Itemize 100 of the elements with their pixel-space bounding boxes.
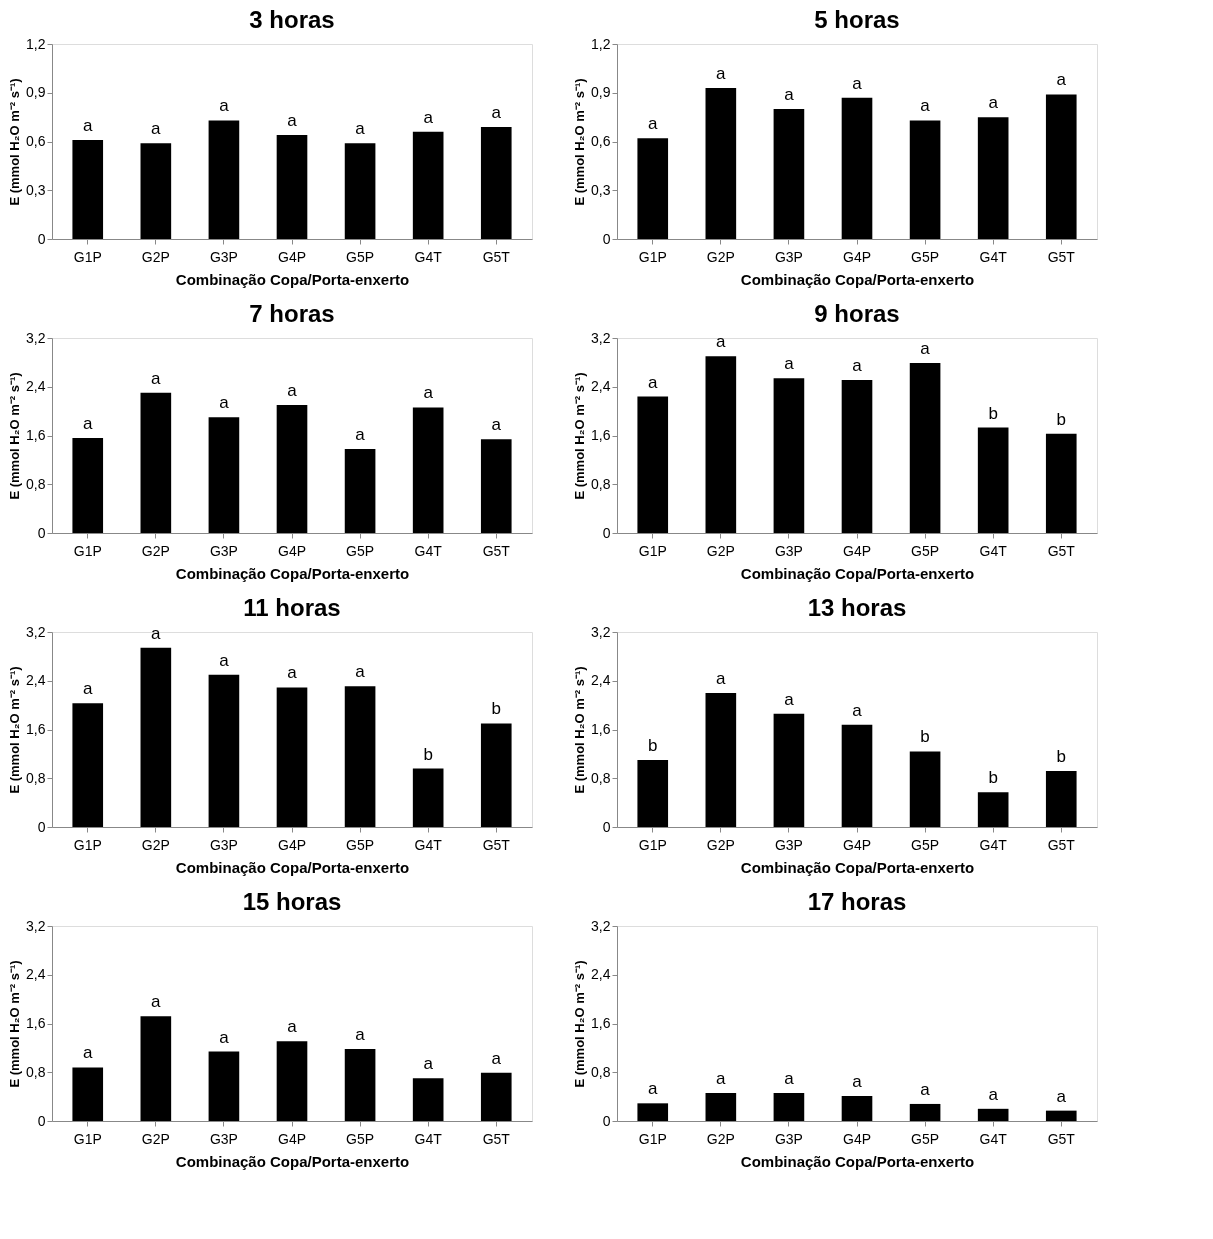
annotation: b <box>988 403 998 423</box>
annotation: a <box>287 1017 298 1037</box>
y-tick-label: 0 <box>602 818 611 835</box>
annotation: a <box>287 663 298 683</box>
y-axis-title: E (mmol H₂O m⁻² s⁻¹) <box>572 960 588 1088</box>
annotation: b <box>423 744 433 764</box>
x-tick-label: G1P <box>73 836 102 853</box>
bar <box>480 439 512 533</box>
bar <box>72 139 104 239</box>
y-tick-label: 2,4 <box>591 966 611 983</box>
bar <box>412 131 444 239</box>
bar <box>140 1016 172 1121</box>
y-tick-label: 0 <box>37 230 46 247</box>
annotation: a <box>716 63 727 83</box>
bar <box>841 380 873 533</box>
bar <box>773 378 805 533</box>
annotation: a <box>784 354 795 374</box>
x-tick-label: G5T <box>1047 1130 1076 1147</box>
x-tick-label: G3P <box>774 542 803 559</box>
x-axis-title: Combinação Copa/Porta-enxerto <box>175 270 410 288</box>
bar <box>705 356 737 533</box>
annotation: a <box>491 1048 502 1068</box>
annotation: a <box>219 393 230 413</box>
y-tick-label: 2,4 <box>26 672 46 689</box>
x-tick-label: G5T <box>1047 836 1076 853</box>
bar <box>412 768 444 827</box>
annotation: a <box>355 1025 366 1045</box>
y-tick-label: 0 <box>602 1112 611 1129</box>
annotation: b <box>648 735 658 755</box>
chart-title: 9 horas <box>814 300 900 327</box>
y-tick-label: 1,6 <box>591 1015 611 1031</box>
y-tick-label: 3,2 <box>591 917 611 934</box>
x-tick-label: G4P <box>277 836 307 853</box>
annotation: a <box>151 623 162 643</box>
bar <box>909 362 941 533</box>
y-tick-label: 1,6 <box>591 721 611 737</box>
annotation: a <box>355 424 366 444</box>
x-tick-label: G2P <box>706 248 735 265</box>
bar <box>773 1092 805 1121</box>
x-axis-title: Combinação Copa/Porta-enxerto <box>740 858 975 876</box>
bar <box>276 135 308 239</box>
x-tick-label: G2P <box>706 836 735 853</box>
x-tick-label: G4T <box>979 248 1008 265</box>
x-tick-label: G4P <box>842 248 872 265</box>
bar <box>1045 770 1077 827</box>
annotation: a <box>988 1084 999 1104</box>
annotation: a <box>716 332 727 352</box>
annotation: a <box>648 372 659 392</box>
x-tick-label: G3P <box>774 836 803 853</box>
bar <box>208 1051 240 1121</box>
y-tick-label: 0,8 <box>26 1063 46 1080</box>
y-tick-label: 0,8 <box>591 1063 611 1080</box>
bar <box>1045 94 1077 239</box>
bar <box>909 1103 941 1121</box>
y-tick-label: 0,8 <box>591 475 611 492</box>
annotation: a <box>287 111 298 130</box>
x-tick-label: G2P <box>706 1130 735 1147</box>
x-tick-label: G4P <box>277 248 307 265</box>
x-tick-label: G5T <box>482 836 511 853</box>
x-tick-label: G5T <box>482 248 511 265</box>
x-axis-title: Combinação Copa/Porta-enxerto <box>740 270 975 288</box>
x-tick-label: G3P <box>209 248 238 265</box>
x-axis-title: Combinação Copa/Porta-enxerto <box>740 564 975 582</box>
y-tick-label: 0 <box>602 524 611 541</box>
annotation: a <box>219 1027 230 1047</box>
x-tick-label: G5T <box>1047 542 1076 559</box>
bar <box>72 1067 104 1121</box>
annotation: a <box>83 679 94 699</box>
annotation: a <box>219 650 230 670</box>
bar <box>773 109 805 239</box>
y-axis-title: E (mmol H₂O m⁻² s⁻¹) <box>7 372 23 500</box>
x-tick-label: G5P <box>911 542 940 559</box>
x-tick-label: G4P <box>842 836 872 853</box>
chart-title: 15 horas <box>242 888 342 915</box>
bar <box>841 1096 873 1121</box>
annotation: b <box>491 699 501 719</box>
bar <box>208 120 240 239</box>
x-tick-label: G5P <box>346 836 375 853</box>
annotation: a <box>151 992 162 1012</box>
annotation: a <box>852 1072 863 1092</box>
y-axis-title: E (mmol H₂O m⁻² s⁻¹) <box>572 666 588 794</box>
y-tick-label: 3,2 <box>26 917 46 934</box>
x-tick-label: G4P <box>277 1130 307 1147</box>
annotation: a <box>784 1068 795 1088</box>
chart-title: 7 horas <box>249 300 335 327</box>
y-axis-title: E (mmol H₂O m⁻² s⁻¹) <box>7 666 23 794</box>
bar <box>276 405 308 533</box>
bar <box>276 687 308 827</box>
bar <box>977 1108 1009 1121</box>
bar <box>637 396 669 533</box>
chart-title: 5 horas <box>814 6 900 33</box>
x-tick-label: G5P <box>911 1130 940 1147</box>
annotation: a <box>852 356 863 376</box>
annotation: a <box>151 368 162 388</box>
y-tick-label: 1,6 <box>26 427 46 443</box>
y-tick-label: 0,8 <box>26 769 46 786</box>
annotation: b <box>1056 409 1066 429</box>
x-tick-label: G1P <box>73 542 102 559</box>
x-tick-label: G5T <box>1047 248 1076 265</box>
bar <box>480 1072 512 1121</box>
